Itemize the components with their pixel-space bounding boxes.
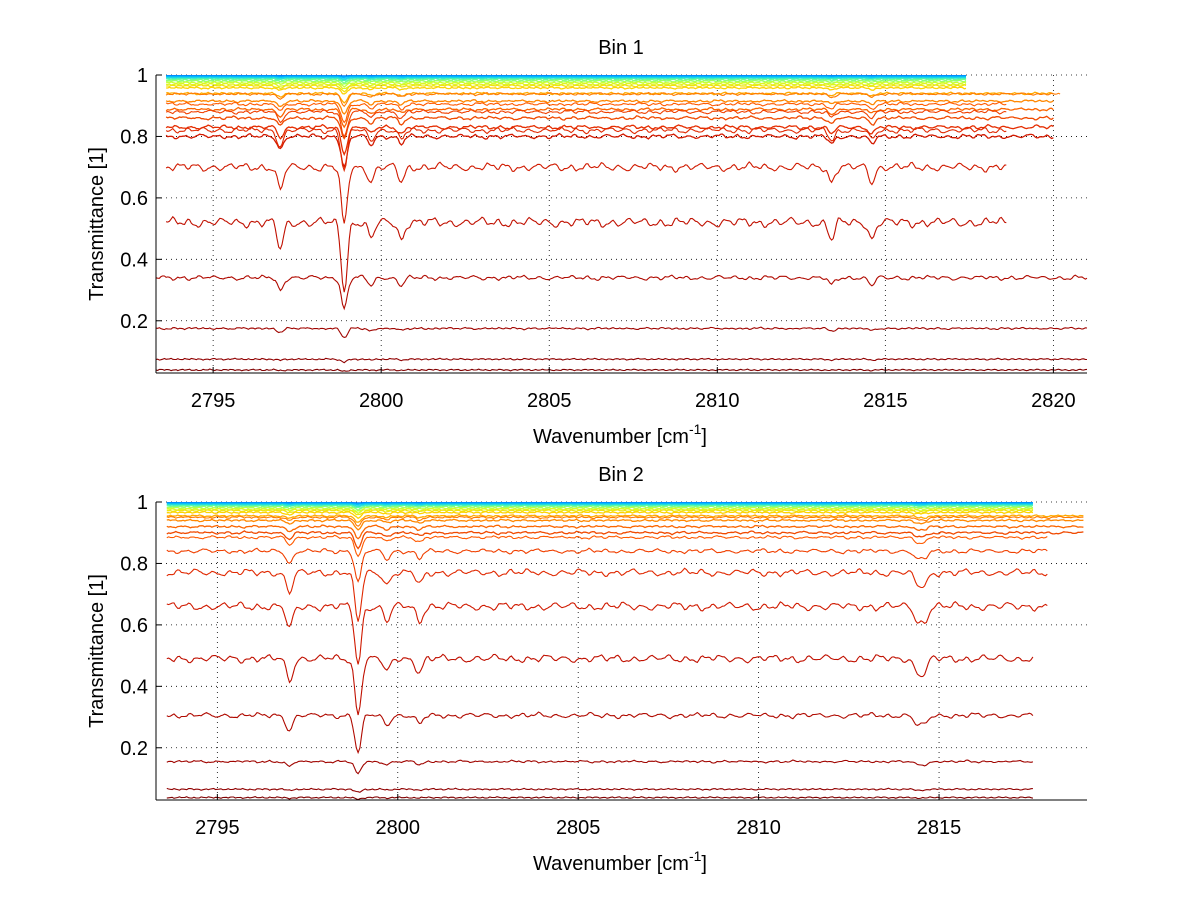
x-axis-label: Wavenumber [cm-1] bbox=[533, 848, 707, 875]
y-tick-label: 0.4 bbox=[120, 676, 148, 698]
y-tick-label: 0.8 bbox=[120, 126, 148, 148]
x-tick-label: 2795 bbox=[195, 817, 240, 839]
y-axis-label: Transmittance [1] bbox=[86, 574, 108, 728]
x-tick-label: 2805 bbox=[556, 817, 601, 839]
chart-title: Bin 1 bbox=[598, 37, 644, 59]
x-axis-label-superscript: -1 bbox=[689, 421, 702, 437]
x-tick-label: 2805 bbox=[527, 390, 572, 412]
y-tick-label: 0.2 bbox=[120, 738, 148, 760]
x-axis-label-end: ] bbox=[701, 426, 707, 448]
x-tick-label: 2810 bbox=[736, 817, 781, 839]
y-tick-label: 1 bbox=[137, 65, 148, 87]
x-tick-label: 2815 bbox=[917, 817, 962, 839]
x-axis-label: Wavenumber [cm-1] bbox=[533, 421, 707, 448]
y-tick-label: 0.4 bbox=[120, 249, 148, 271]
x-tick-label: 2810 bbox=[695, 390, 740, 412]
x-tick-label: 2820 bbox=[1031, 390, 1076, 412]
x-axis-label-superscript: -1 bbox=[689, 848, 702, 864]
x-tick-label: 2800 bbox=[359, 390, 404, 412]
x-axis-label-main: Wavenumber [cm bbox=[533, 853, 689, 875]
x-axis-label-end: ] bbox=[701, 853, 707, 875]
y-tick-label: 0.2 bbox=[120, 311, 148, 333]
y-tick-label: 0.6 bbox=[120, 615, 148, 637]
y-axis-label: Transmittance [1] bbox=[86, 147, 108, 301]
chart-title: Bin 2 bbox=[598, 464, 644, 486]
x-tick-label: 2815 bbox=[863, 390, 908, 412]
x-axis-label-main: Wavenumber [cm bbox=[533, 426, 689, 448]
y-tick-label: 0.8 bbox=[120, 553, 148, 575]
x-tick-label: 2795 bbox=[191, 390, 236, 412]
x-tick-label: 2800 bbox=[376, 817, 421, 839]
y-tick-label: 0.6 bbox=[120, 188, 148, 210]
y-tick-label: 1 bbox=[137, 492, 148, 514]
